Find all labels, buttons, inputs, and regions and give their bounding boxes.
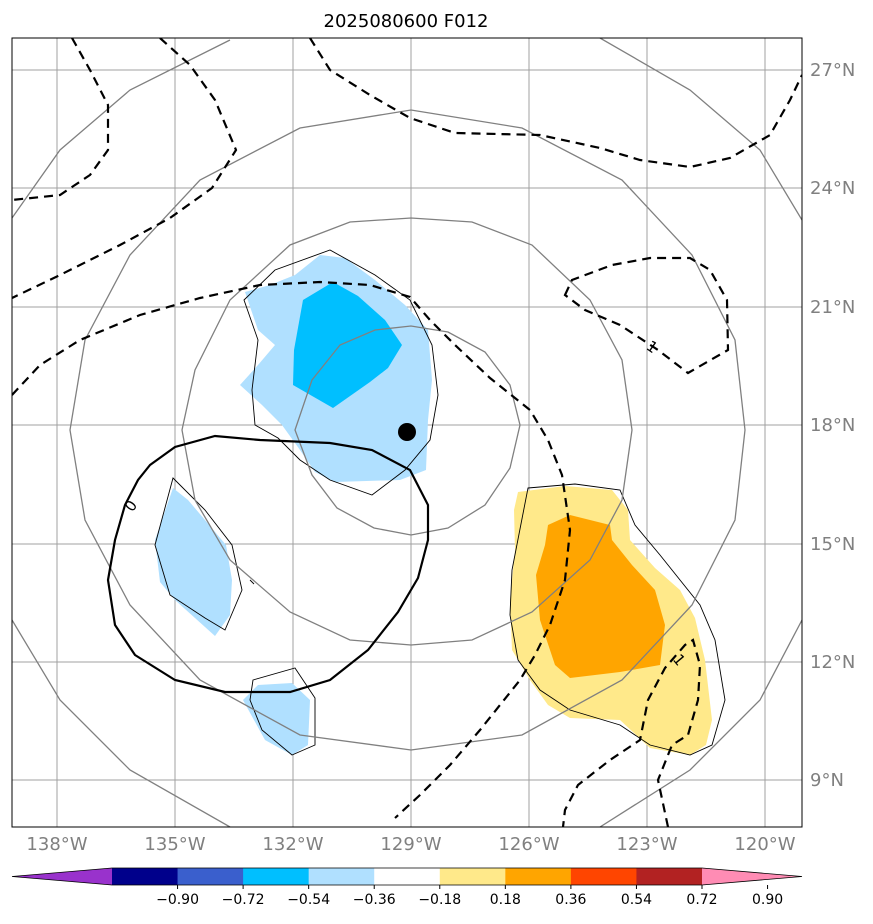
- colorbar-tick-label: 0.36: [555, 892, 586, 908]
- map-panel: 0 1 1: [12, 38, 802, 827]
- map-frame: [11, 37, 803, 828]
- colorbar-swatch: [112, 868, 179, 885]
- colorbar-swatch: [177, 868, 244, 885]
- orange-region-east: [536, 515, 665, 678]
- colorbar-swatch: [243, 868, 310, 885]
- colorbar-swatch: [570, 868, 637, 885]
- lat-tick-label: 12°N: [810, 652, 855, 673]
- colorbar-tick-label: −0.18: [418, 892, 461, 908]
- range-rings: [12, 38, 802, 827]
- colorbar: −0.90 −0.72 −0.54 −0.36 −0.18 0.18 0.36 0.54 0.7…: [11, 867, 803, 908]
- light-blue-region-west: [155, 488, 232, 636]
- colorbar-tick-label: −0.54: [287, 892, 330, 908]
- storm-center-marker: [398, 423, 416, 441]
- light-blue-region-south: [243, 683, 310, 755]
- lon-axis-labels: 138°W 135°W 132°W 129°W 126°W 123°W 120°…: [26, 834, 795, 855]
- lon-tick-label: 132°W: [262, 834, 323, 855]
- lat-tick-label: 18°N: [810, 415, 855, 436]
- dashed-contour-label-upper: 1: [643, 337, 661, 357]
- lat-tick-label: 24°N: [810, 178, 855, 199]
- colorbar-swatch: [308, 868, 375, 885]
- colorbar-outline: [11, 867, 803, 886]
- lon-tick-label: 129°W: [380, 834, 441, 855]
- lat-axis-labels: 27°N 24°N 21°N 18°N 15°N 12°N 9°N: [810, 60, 855, 791]
- colorbar-swatch: [374, 868, 441, 885]
- colorbar-swatch: [636, 868, 703, 885]
- lon-tick-label: 123°W: [616, 834, 677, 855]
- lon-tick-label: 135°W: [144, 834, 205, 855]
- colorbar-tick-label: 0.18: [490, 892, 521, 908]
- shaded-field-positive: [510, 486, 712, 755]
- colorbar-extension-high: [702, 868, 802, 885]
- lat-tick-label: 9°N: [810, 770, 844, 791]
- colorbar-tick-label: −0.72: [222, 892, 265, 908]
- thin-contours: [154, 249, 726, 756]
- colorbar-tick-label: 0.72: [686, 892, 717, 908]
- colorbar-tick-label: −0.36: [353, 892, 396, 908]
- shaded-field-negative: [155, 255, 432, 755]
- blue-region-north: [293, 282, 402, 408]
- figure-title: 2025080600 F012: [324, 11, 489, 32]
- colorbar-tick-label: 0.90: [752, 892, 783, 908]
- lon-tick-label: 126°W: [498, 834, 559, 855]
- colorbar-extension-low: [12, 868, 112, 885]
- lat-tick-label: 15°N: [810, 534, 855, 555]
- lon-tick-label: 138°W: [26, 834, 87, 855]
- dashed-contours: [12, 38, 802, 827]
- colorbar-swatch: [439, 868, 506, 885]
- zero-contour: [106, 434, 430, 694]
- colorbar-tick-label: −0.90: [156, 892, 199, 908]
- lat-tick-label: 21°N: [810, 297, 855, 318]
- colorbar-tick-label: 0.54: [621, 892, 652, 908]
- colorbar-swatch: [505, 868, 572, 885]
- lon-tick-label: 120°W: [734, 834, 795, 855]
- lat-tick-label: 27°N: [810, 60, 855, 81]
